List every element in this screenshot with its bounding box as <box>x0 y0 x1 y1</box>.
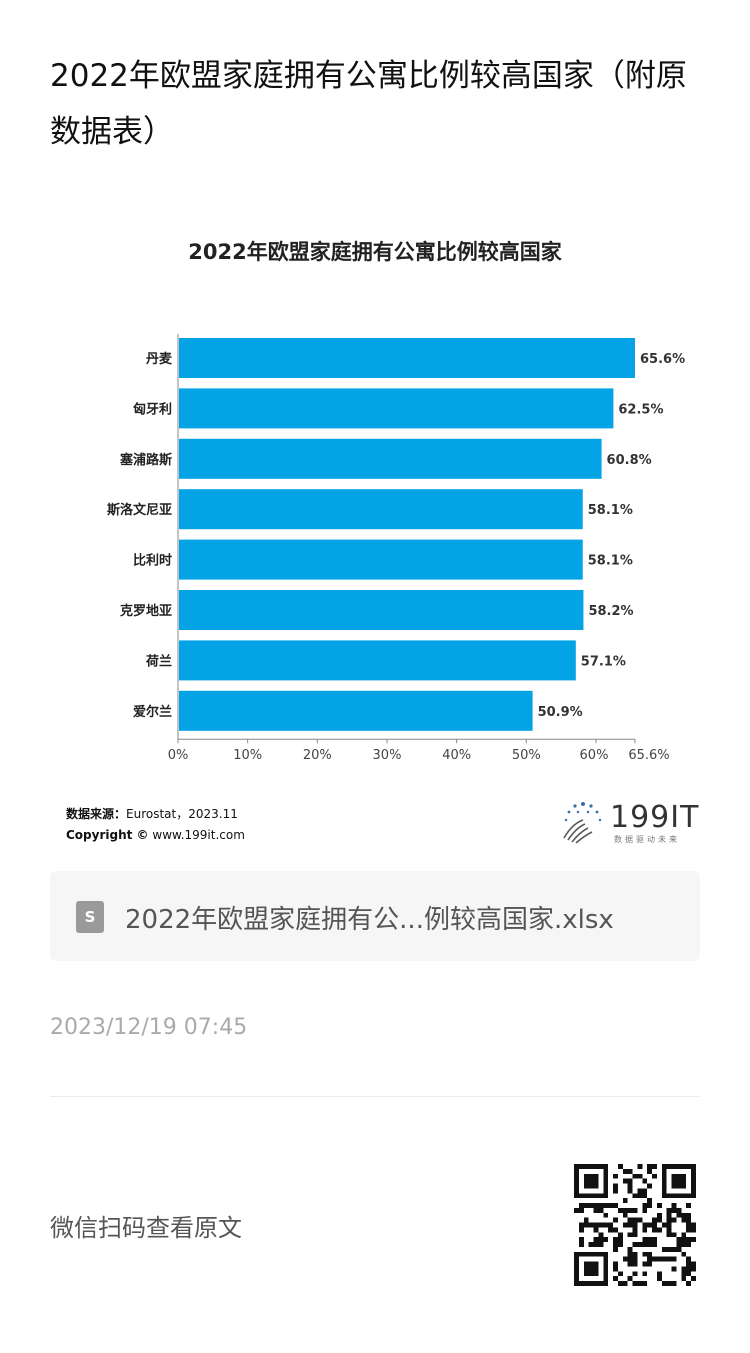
chart-image[interactable]: 丹麦 65.6% 匈牙利 62.5% 塞浦路斯 60.8% 斯洛文尼亚 58.1% 比利时 58.… <box>50 200 700 860</box>
x-tick-label-6: 50% <box>512 748 541 763</box>
copyright-text: www.199it.com <box>152 828 245 842</box>
chart-source: 数据来源：Eurostat，2023.11 Copyright © www.19… <box>66 804 245 846</box>
category-label-5: 比利时 <box>133 553 172 569</box>
logo-text: 199IT <box>610 800 700 835</box>
category-label-6: 克罗地亚 <box>120 603 172 619</box>
source-label: 数据来源： <box>66 807 127 821</box>
data-label-5: 58.1% <box>588 554 633 569</box>
article-title: 2022年欧盟家庭拥有公寓比例较高国家（附原数据表） <box>50 58 687 150</box>
x-tick-label-2: 10% <box>233 748 262 763</box>
bar-5 <box>179 539 583 580</box>
x-tick-label-5: 40% <box>442 748 471 763</box>
category-label-4: 斯洛文尼亚 <box>107 502 172 518</box>
x-tick-label-7: 60% <box>580 748 609 763</box>
attachment-card[interactable]: S 2022年欧盟家庭拥有公...例较高国家.xlsx <box>50 871 700 961</box>
category-label-3: 塞浦路斯 <box>120 452 172 468</box>
bar-3 <box>179 438 602 479</box>
qr-code-icon[interactable] <box>574 1164 696 1286</box>
x-tick-label-8: 65.6% <box>628 748 669 763</box>
category-label-8: 爱尔兰 <box>133 704 172 720</box>
bar-8 <box>179 690 533 731</box>
bar-4 <box>179 489 583 530</box>
bar-1 <box>179 338 635 378</box>
divider <box>50 1096 700 1097</box>
bar-7 <box>179 640 576 681</box>
data-label-1: 65.6% <box>640 352 685 367</box>
source-text: Eurostat，2023.11 <box>126 807 238 821</box>
category-label-7: 荷兰 <box>145 653 172 669</box>
logo: 199IT 数据驱动未来 <box>558 798 698 848</box>
bar-6 <box>179 590 584 630</box>
x-tick-label-4: 30% <box>373 748 402 763</box>
data-label-7: 57.1% <box>581 654 626 669</box>
x-tick-label-1: 0% <box>168 748 189 763</box>
category-label-1: 丹麦 <box>146 351 173 367</box>
data-label-4: 58.1% <box>588 503 633 518</box>
data-label-2: 62.5% <box>618 402 663 417</box>
bar-chart: 丹麦 65.6% 匈牙利 62.5% 塞浦路斯 60.8% 斯洛文尼亚 58.1% 比利时 58.… <box>107 334 685 763</box>
publish-timestamp: 2023/12/19 07:45 <box>50 1015 248 1040</box>
data-label-6: 58.2% <box>588 604 633 619</box>
x-tick-label-3: 20% <box>303 748 332 763</box>
category-label-2: 匈牙利 <box>133 401 172 417</box>
data-label-8: 50.9% <box>538 705 583 720</box>
attachment-file-name: 2022年欧盟家庭拥有公...例较高国家.xlsx <box>125 905 614 935</box>
bar-2 <box>179 388 614 429</box>
spreadsheet-file-icon: S <box>76 901 104 933</box>
dandelion-dots-icon <box>563 802 602 844</box>
data-label-3: 60.8% <box>607 453 652 468</box>
chart-title: 2022年欧盟家庭拥有公寓比例较高国家 <box>188 240 562 264</box>
wechat-scan-hint: 微信扫码查看原文 <box>50 1214 242 1242</box>
logo-tagline: 数据驱动未来 <box>614 835 680 844</box>
copyright-label: Copyright © <box>66 828 149 842</box>
